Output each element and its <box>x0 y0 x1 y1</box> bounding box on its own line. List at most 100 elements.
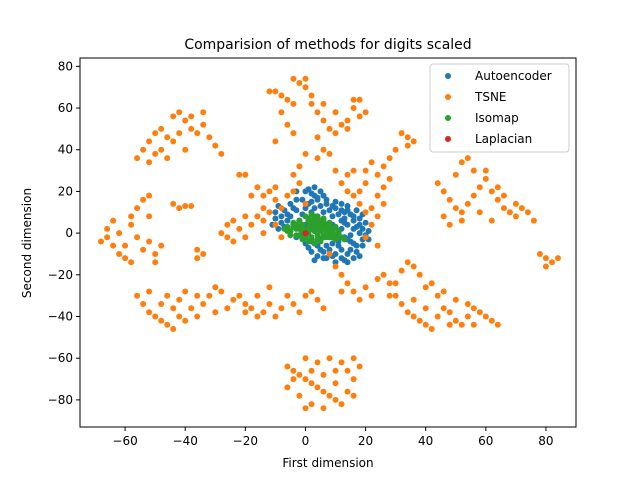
point-tsne <box>404 309 411 316</box>
point-autoencoder <box>320 248 327 255</box>
x-axis-label: First dimension <box>282 456 373 470</box>
point-tsne <box>326 251 333 257</box>
point-isomap <box>326 223 333 230</box>
point-tsne <box>146 238 153 245</box>
point-tsne <box>410 313 417 320</box>
point-tsne <box>338 401 345 408</box>
point-autoencoder <box>341 215 348 222</box>
point-tsne <box>296 309 303 316</box>
point-autoencoder <box>365 228 372 234</box>
y-tick-label: 40 <box>58 143 73 157</box>
point-isomap <box>320 215 327 222</box>
point-autoencoder <box>278 213 285 220</box>
point-tsne <box>368 205 375 212</box>
point-autoencoder <box>335 211 342 218</box>
point-tsne <box>410 296 417 303</box>
point-tsne <box>278 205 285 212</box>
point-tsne <box>386 155 393 162</box>
point-tsne <box>272 196 279 203</box>
point-tsne <box>296 80 303 86</box>
point-autoencoder <box>317 188 324 195</box>
point-tsne <box>272 88 279 95</box>
point-tsne <box>194 130 201 137</box>
point-tsne <box>140 196 147 203</box>
point-tsne <box>555 255 561 262</box>
point-tsne <box>350 96 357 103</box>
point-autoencoder <box>344 207 351 214</box>
point-tsne <box>176 205 183 212</box>
point-autoencoder <box>290 205 297 212</box>
point-tsne <box>398 130 405 137</box>
point-autoencoder <box>308 198 315 205</box>
point-tsne <box>278 92 285 99</box>
point-tsne <box>500 205 507 212</box>
point-autoencoder <box>329 203 336 209</box>
point-tsne <box>404 134 411 141</box>
legend-label: TSNE <box>474 90 507 104</box>
point-tsne <box>446 309 453 316</box>
point-tsne <box>428 280 435 287</box>
point-tsne <box>530 217 537 224</box>
point-tsne <box>230 238 237 245</box>
point-tsne <box>350 376 357 383</box>
point-tsne <box>374 192 381 199</box>
point-tsne <box>476 309 483 316</box>
point-tsne <box>170 113 177 120</box>
point-tsne <box>308 401 315 408</box>
point-tsne <box>470 305 477 312</box>
point-tsne <box>242 171 249 178</box>
y-tick-label: 80 <box>58 59 73 73</box>
point-tsne <box>146 309 153 316</box>
point-tsne <box>134 205 141 212</box>
x-tick-label: 0 <box>302 434 310 448</box>
point-isomap <box>332 223 339 230</box>
point-tsne <box>188 203 195 209</box>
point-tsne <box>272 221 279 228</box>
point-isomap <box>308 236 315 243</box>
point-tsne <box>242 301 249 307</box>
point-tsne <box>458 217 465 224</box>
point-autoencoder <box>329 213 336 220</box>
point-autoencoder <box>323 196 330 203</box>
point-isomap <box>302 225 309 232</box>
point-autoencoder <box>332 259 339 266</box>
point-autoencoder <box>323 200 330 207</box>
point-autoencoder <box>356 253 363 260</box>
point-tsne <box>176 313 183 320</box>
point-tsne <box>212 284 219 291</box>
point-tsne <box>428 326 435 332</box>
point-tsne <box>218 150 225 157</box>
point-tsne <box>314 109 321 116</box>
point-tsne <box>356 96 363 103</box>
point-tsne <box>104 225 111 232</box>
legend-label: Laplacian <box>475 132 532 146</box>
point-tsne <box>500 192 507 199</box>
point-tsne <box>158 125 165 132</box>
point-autoencoder <box>308 190 315 197</box>
point-tsne <box>374 171 381 178</box>
series-laplacian <box>302 230 309 237</box>
point-autoencoder <box>338 207 345 214</box>
point-tsne <box>218 288 225 295</box>
point-tsne <box>416 317 423 324</box>
point-tsne <box>338 359 345 366</box>
point-tsne <box>296 392 303 399</box>
point-tsne <box>176 130 183 137</box>
point-tsne <box>320 405 327 412</box>
point-tsne <box>200 121 207 128</box>
point-tsne <box>452 296 459 303</box>
point-isomap <box>305 215 312 222</box>
point-tsne <box>146 192 153 199</box>
point-tsne <box>440 305 447 312</box>
point-tsne <box>338 121 345 128</box>
point-tsne <box>446 196 453 203</box>
point-tsne <box>350 355 357 362</box>
point-tsne <box>452 317 459 324</box>
point-tsne <box>410 138 417 145</box>
point-tsne <box>374 213 381 220</box>
point-tsne <box>122 242 129 249</box>
point-tsne <box>314 134 321 141</box>
point-tsne <box>128 213 135 220</box>
point-autoencoder <box>350 255 357 262</box>
point-isomap <box>281 225 288 232</box>
